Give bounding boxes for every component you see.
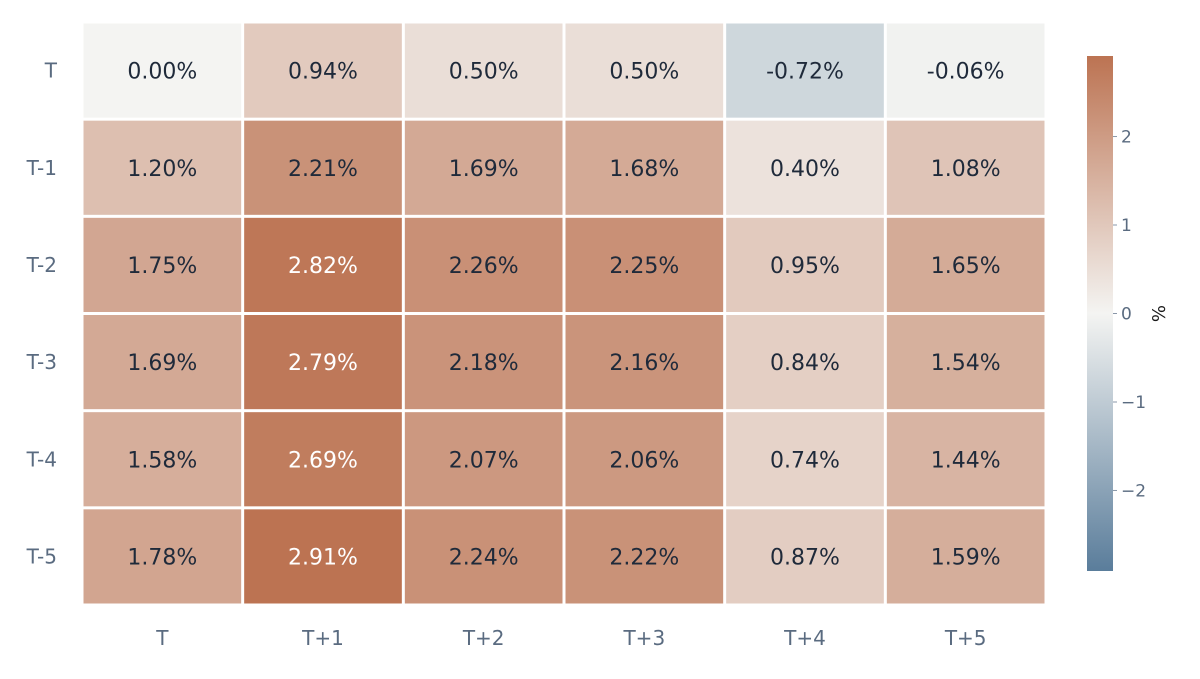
colorbar: 2 1 0 −1 −2 % [1087, 56, 1170, 571]
heatmap-cell [565, 217, 724, 312]
cell-value-label: 2.91% [288, 545, 358, 570]
cell-value-label: 0.00% [127, 60, 197, 85]
heatmap-cell [565, 412, 724, 507]
cell-value-label: 0.50% [449, 60, 519, 85]
heatmap-cell [565, 120, 724, 215]
heatmap-cell [404, 217, 563, 312]
x-tick-label: T [155, 626, 169, 650]
cell-value-label: 1.65% [931, 254, 1001, 279]
colorbar-tick-label: 1 [1121, 216, 1132, 236]
cell-value-label: 1.69% [127, 351, 197, 376]
y-tick-label: T-1 [26, 156, 57, 180]
cell-value-label: -0.72% [766, 60, 844, 85]
heatmap-cell [244, 23, 402, 118]
cell-value-label: 1.08% [931, 157, 1001, 182]
x-tick-label: T+2 [462, 626, 505, 650]
heatmap-cell [565, 509, 724, 604]
heatmap-cell [404, 315, 563, 410]
heatmap-cell [886, 23, 1045, 118]
cell-value-label: 1.59% [931, 545, 1001, 570]
cell-value-label: 1.69% [449, 157, 519, 182]
heatmap-cell [83, 412, 242, 507]
y-tick-label: T-5 [26, 544, 57, 568]
colorbar-title: % [1149, 305, 1170, 322]
heatmap-cell [244, 509, 402, 604]
cell-value-label: 0.95% [770, 254, 840, 279]
x-tick-label: T+5 [944, 626, 987, 650]
heatmap-cell [726, 217, 884, 312]
colorbar-tick-label: −2 [1121, 481, 1146, 501]
cell-value-label: -0.06% [927, 60, 1005, 85]
cell-value-label: 1.54% [931, 351, 1001, 376]
heatmap-cell [244, 217, 402, 312]
cell-value-label: 2.18% [449, 351, 519, 376]
cell-value-label: 0.40% [770, 157, 840, 182]
heatmap-cell [726, 509, 884, 604]
y-tick-label: T-4 [26, 447, 57, 471]
heatmap-cell [244, 315, 402, 410]
heatmap-cell [726, 315, 884, 410]
cell-value-label: 1.78% [127, 545, 197, 570]
heatmap-cell [244, 120, 402, 215]
cell-value-label: 1.58% [127, 448, 197, 473]
y-axis-ticks: T T-1 T-2 T-3 T-4 T-5 [26, 59, 58, 569]
x-tick-label: T+1 [301, 626, 344, 650]
colorbar-tick-label: 0 [1121, 305, 1132, 325]
cell-value-label: 0.87% [770, 545, 840, 570]
cell-value-label: 0.94% [288, 60, 358, 85]
heatmap-cell [404, 23, 563, 118]
heatmap-cell [726, 120, 884, 215]
x-axis-ticks: T T+1 T+2 T+3 T+4 T+5 [155, 626, 986, 650]
heatmap-cell [886, 217, 1045, 312]
cell-value-label: 0.50% [609, 60, 679, 85]
heatmap-cell [404, 412, 563, 507]
cell-value-label: 2.21% [288, 157, 358, 182]
y-tick-label: T [44, 59, 58, 83]
cell-value-label: 2.69% [288, 448, 358, 473]
cell-value-label: 2.22% [609, 545, 679, 570]
heatmap-cells: 0.00% 0.94% 0.50% 0.50% -0.72% -0.06% 1.20% 2.2… [83, 23, 1045, 604]
heatmap-cell [404, 120, 563, 215]
heatmap-cell [83, 217, 242, 312]
cell-value-label: 1.75% [127, 254, 197, 279]
heatmap-cell [83, 509, 242, 604]
heatmap-cell [886, 412, 1045, 507]
y-tick-label: T-2 [26, 253, 57, 277]
cell-value-label: 0.74% [770, 448, 840, 473]
cell-value-label: 2.79% [288, 351, 358, 376]
heatmap-cell [726, 23, 884, 118]
cell-value-label: 1.20% [127, 157, 197, 182]
cell-value-label: 1.44% [931, 448, 1001, 473]
heatmap-cell [886, 120, 1045, 215]
cell-value-label: 2.16% [609, 351, 679, 376]
heatmap-cell [886, 509, 1045, 604]
cell-value-label: 1.68% [609, 157, 679, 182]
y-tick-label: T-3 [26, 350, 57, 374]
cell-value-label: 2.25% [609, 254, 679, 279]
colorbar-tick-label: 2 [1121, 128, 1132, 148]
colorbar-tick-label: −1 [1121, 393, 1146, 413]
heatmap-cell [83, 120, 242, 215]
x-tick-label: T+3 [622, 626, 665, 650]
colorbar-scale [1087, 56, 1113, 571]
cell-value-label: 2.24% [449, 545, 519, 570]
heatmap-cell [565, 315, 724, 410]
cell-value-label: 2.26% [449, 254, 519, 279]
cell-value-label: 0.84% [770, 351, 840, 376]
cell-value-label: 2.82% [288, 254, 358, 279]
x-tick-label: T+4 [783, 626, 826, 650]
heatmap-cell [244, 412, 402, 507]
cell-value-label: 2.06% [609, 448, 679, 473]
heatmap-cell [565, 23, 724, 118]
heatmap-cell [886, 315, 1045, 410]
heatmap-cell [83, 23, 242, 118]
heatmap-cell [83, 315, 242, 410]
cell-value-label: 2.07% [449, 448, 519, 473]
heatmap-cell [404, 509, 563, 604]
colorbar-ticks: 2 1 0 −1 −2 [1113, 128, 1146, 501]
heatmap-cell [726, 412, 884, 507]
